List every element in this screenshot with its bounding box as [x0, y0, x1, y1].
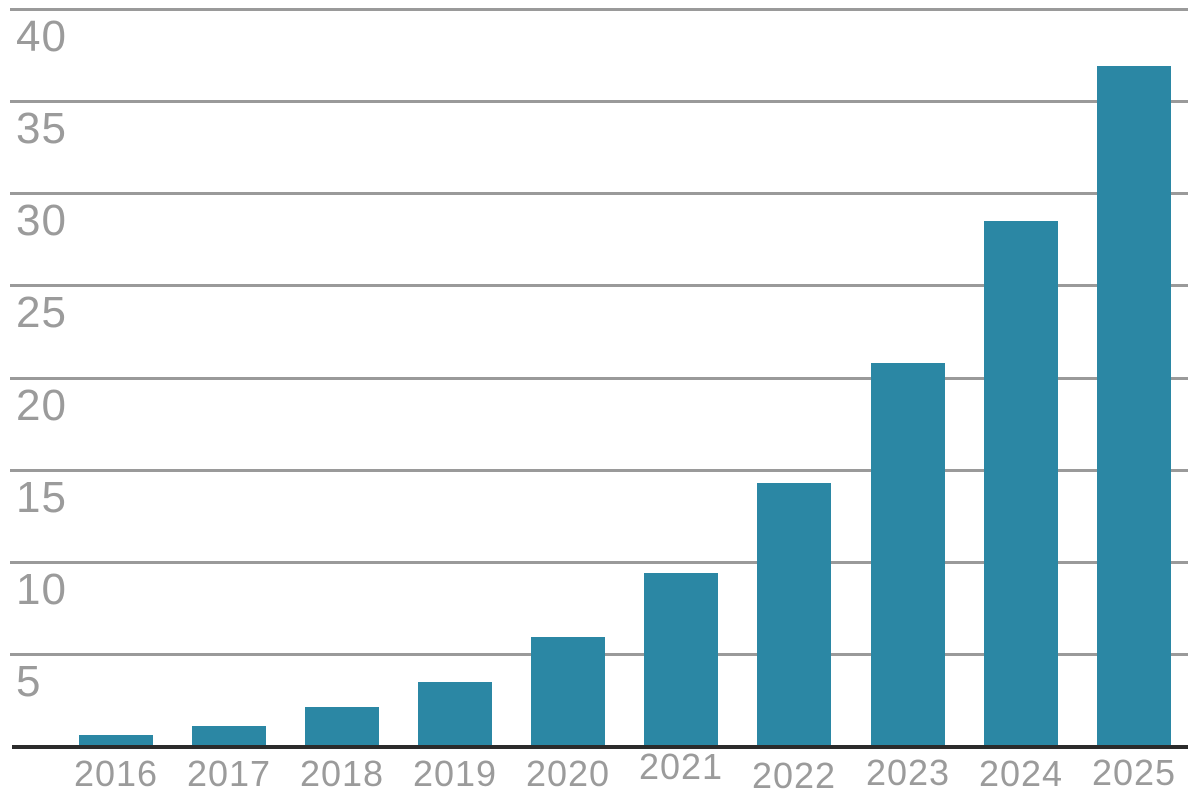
x-axis-tick-label: 2016	[73, 753, 159, 794]
x-axis-tick-label: 2018	[299, 753, 385, 794]
x-axis-tick-label: 2024	[978, 753, 1064, 794]
x-axis-tick-label: 2025	[1091, 752, 1177, 793]
bar-2017	[192, 726, 266, 749]
bar-2025	[1097, 66, 1171, 749]
y-axis-tick-label: 15	[16, 473, 67, 522]
gridline-35	[10, 100, 1188, 103]
x-axis-tick-label: 2022	[751, 755, 837, 796]
x-axis-tick-label: 2020	[525, 753, 611, 794]
x-axis-tick-label: 2017	[186, 753, 272, 794]
y-axis-tick-label: 40	[16, 12, 67, 61]
gridline-10	[10, 561, 1188, 564]
y-axis-tick-label: 10	[16, 565, 67, 614]
y-axis-tick-label: 20	[16, 381, 67, 430]
gridline-20	[10, 377, 1188, 380]
bar-2021	[644, 573, 718, 749]
x-axis-tick-label: 2023	[865, 752, 951, 793]
bar-2019	[418, 682, 492, 749]
bar-2023	[871, 363, 945, 749]
bar-2020	[531, 637, 605, 749]
x-axis-line	[12, 745, 1188, 749]
bar-2018	[305, 707, 379, 749]
y-axis-tick-label: 5	[16, 657, 42, 706]
gridline-15	[10, 469, 1188, 472]
x-axis-tick-label: 2021	[638, 746, 724, 787]
gridline-25	[10, 284, 1188, 287]
y-axis-tick-label: 35	[16, 104, 67, 153]
gridline-30	[10, 192, 1188, 195]
bar-2022	[757, 483, 831, 749]
x-axis-tick-label: 2019	[412, 753, 498, 794]
gridline-40	[10, 8, 1188, 11]
bar-2024	[984, 221, 1058, 749]
y-axis-tick-label: 30	[16, 196, 67, 245]
y-axis-tick-label: 25	[16, 288, 67, 337]
